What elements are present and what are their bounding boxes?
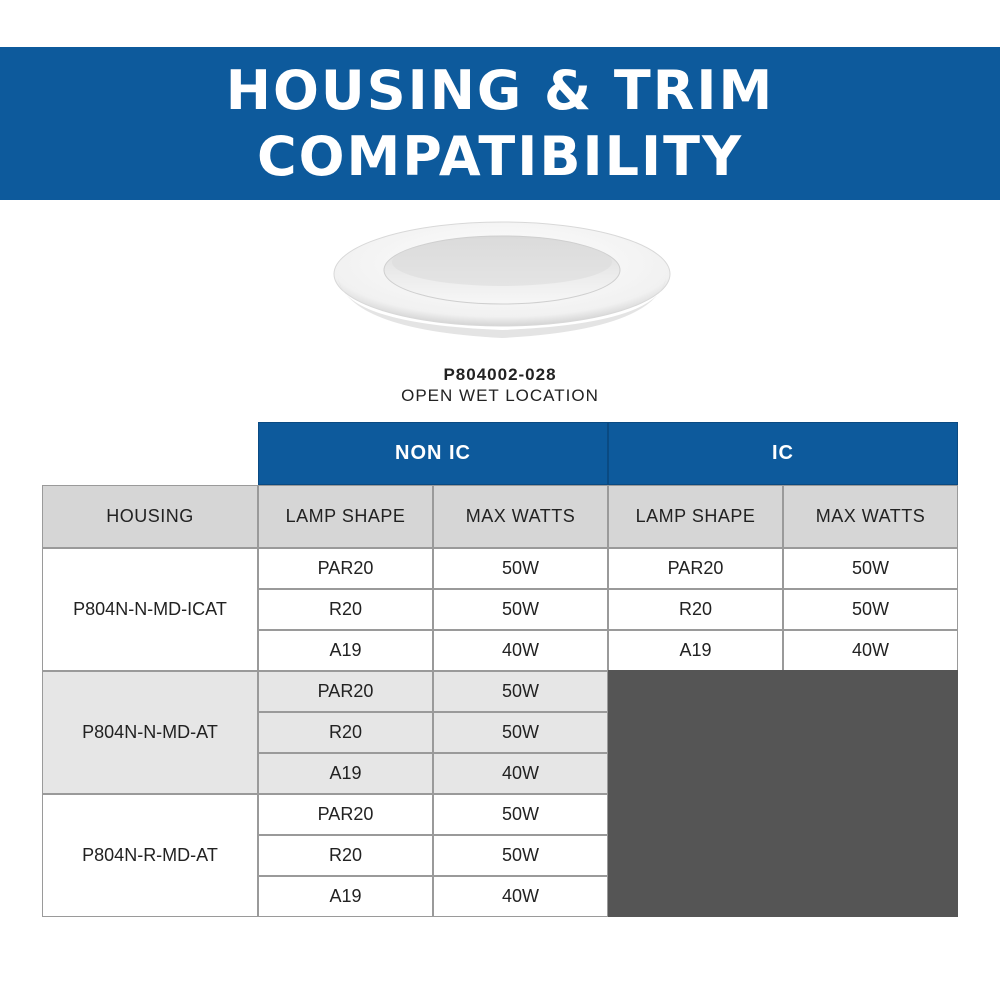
lamp-shape-cell: R20 (258, 712, 433, 753)
housing-column-header: HOUSING (42, 485, 258, 548)
max-watts-cell: 50W (433, 548, 608, 589)
title-line-2: COMPATIBILITY (256, 124, 744, 188)
lamp-shape-cell: A19 (258, 876, 433, 917)
lamp-shape-cell: R20 (258, 589, 433, 630)
ic-lamp-shape-cell: R20 (608, 589, 783, 630)
ic-max-watts-cell: 40W (783, 630, 958, 671)
ic-max-watts-header: MAX WATTS (783, 485, 958, 548)
max-watts-cell: 50W (433, 794, 608, 835)
max-watts-cell: 50W (433, 835, 608, 876)
max-watts-cell: 50W (433, 589, 608, 630)
title-banner: HOUSING & TRIM COMPATIBILITY (0, 47, 1000, 200)
lamp-shape-cell: A19 (258, 753, 433, 794)
max-watts-cell: 50W (433, 671, 608, 712)
product-code: P804002-028 (443, 365, 557, 384)
lamp-shape-cell: PAR20 (258, 548, 433, 589)
lamp-shape-cell: PAR20 (258, 671, 433, 712)
non-ic-max-watts-header: MAX WATTS (433, 485, 608, 548)
max-watts-cell: 40W (433, 630, 608, 671)
ic-max-watts-cell: 50W (783, 589, 958, 630)
recessed-trim-image (333, 221, 671, 338)
ic-lamp-shape-cell: A19 (608, 630, 783, 671)
lamp-shape-cell: R20 (258, 835, 433, 876)
ic-group-header: IC (608, 422, 958, 485)
ic-lamp-shape-cell: PAR20 (608, 548, 783, 589)
ic-max-watts-cell: 50W (783, 548, 958, 589)
lamp-shape-cell: A19 (258, 630, 433, 671)
housing-name: P804N-R-MD-AT (42, 794, 258, 917)
ic-not-applicable-block (608, 670, 958, 917)
product-description: OPEN WET LOCATION (401, 386, 599, 405)
max-watts-cell: 40W (433, 753, 608, 794)
non-ic-group-header: NON IC (258, 422, 608, 485)
non-ic-lamp-shape-header: LAMP SHAPE (258, 485, 433, 548)
housing-name: P804N-N-MD-AT (42, 671, 258, 794)
max-watts-cell: 50W (433, 712, 608, 753)
lamp-shape-cell: PAR20 (258, 794, 433, 835)
title-line-1: HOUSING & TRIM (225, 58, 775, 122)
ic-lamp-shape-header: LAMP SHAPE (608, 485, 783, 548)
max-watts-cell: 40W (433, 876, 608, 917)
housing-name: P804N-N-MD-ICAT (42, 548, 258, 671)
